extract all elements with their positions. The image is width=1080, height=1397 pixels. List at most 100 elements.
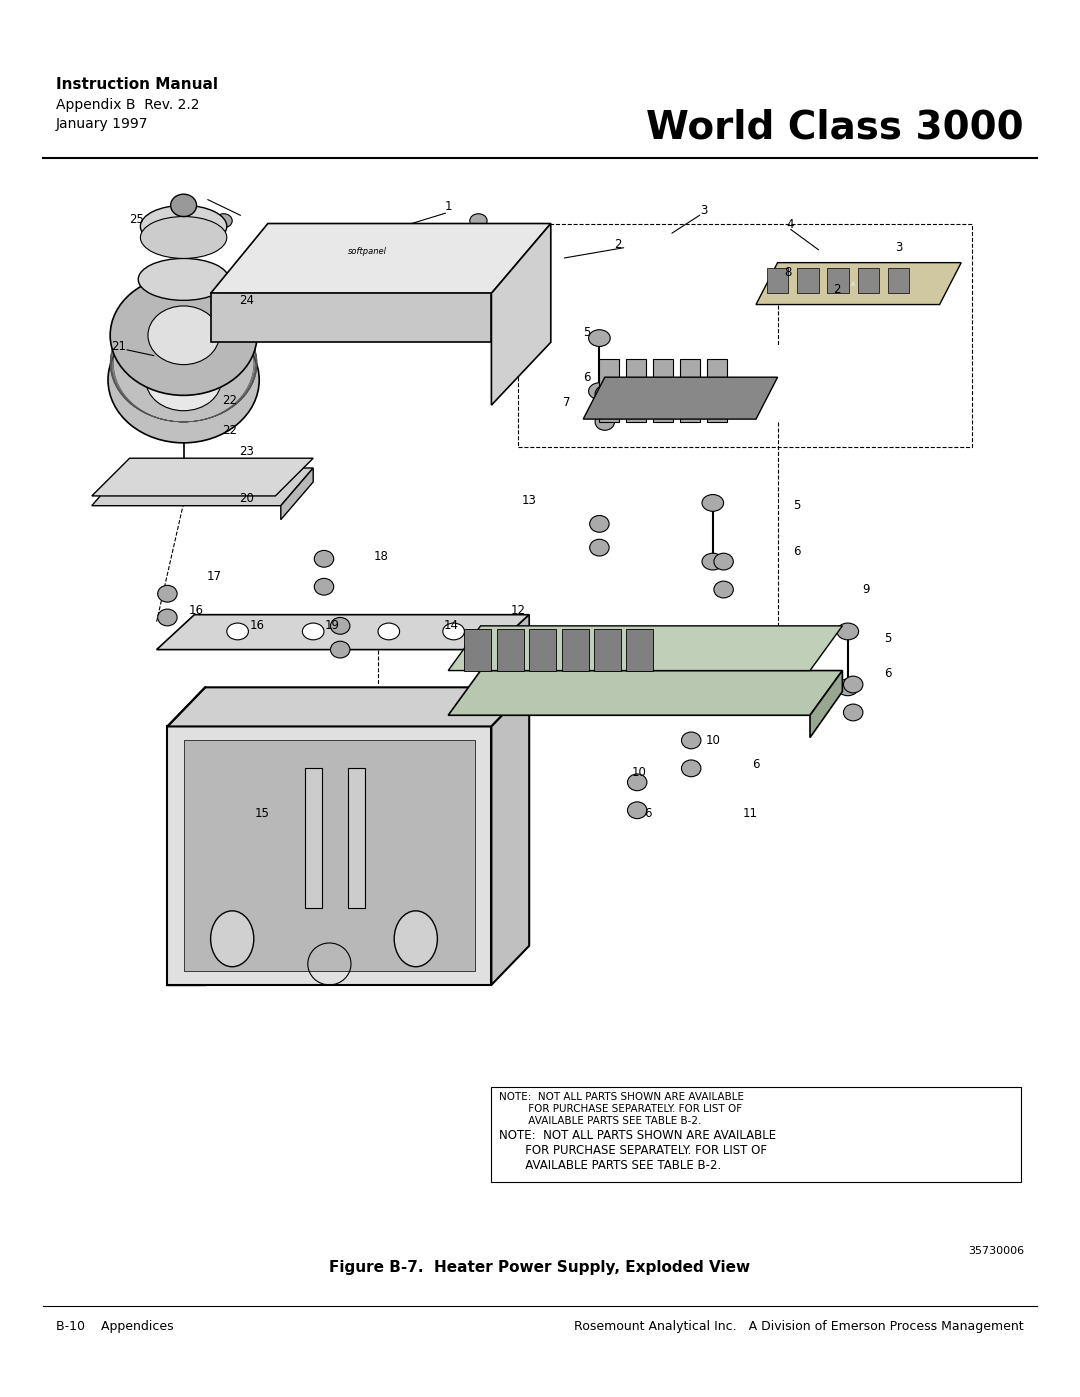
Ellipse shape — [110, 275, 257, 395]
Polygon shape — [756, 263, 961, 305]
Text: World Class 3000: World Class 3000 — [646, 109, 1024, 147]
Ellipse shape — [589, 383, 610, 400]
Text: Rosemount Analytical Inc.   A Division of Emerson Process Management: Rosemount Analytical Inc. A Division of … — [575, 1320, 1024, 1333]
Text: 19: 19 — [325, 619, 340, 633]
Polygon shape — [810, 671, 842, 738]
Ellipse shape — [302, 623, 324, 640]
Text: 25: 25 — [129, 212, 144, 226]
Bar — [562, 629, 589, 671]
Polygon shape — [167, 687, 529, 726]
Ellipse shape — [702, 553, 724, 570]
Ellipse shape — [589, 330, 610, 346]
Text: 12: 12 — [511, 604, 526, 617]
Bar — [858, 268, 879, 293]
Text: 13: 13 — [522, 493, 537, 507]
Ellipse shape — [140, 205, 227, 247]
Text: 6: 6 — [753, 757, 759, 771]
Text: 23: 23 — [239, 444, 254, 458]
Ellipse shape — [714, 581, 733, 598]
Bar — [797, 268, 819, 293]
Ellipse shape — [148, 306, 219, 365]
Text: 16: 16 — [189, 604, 204, 617]
Text: 6: 6 — [794, 545, 800, 559]
Text: softpanel: softpanel — [348, 247, 387, 256]
Text: Appendix B  Rev. 2.2: Appendix B Rev. 2.2 — [56, 98, 200, 112]
Ellipse shape — [627, 802, 647, 819]
Text: 35730006: 35730006 — [968, 1246, 1024, 1256]
Ellipse shape — [681, 760, 701, 777]
Text: 6: 6 — [583, 370, 590, 384]
Text: B-10    Appendices: B-10 Appendices — [56, 1320, 174, 1333]
Bar — [827, 268, 849, 293]
Ellipse shape — [595, 414, 615, 430]
Bar — [626, 359, 646, 422]
Text: 11: 11 — [743, 806, 758, 820]
Ellipse shape — [158, 609, 177, 626]
Ellipse shape — [211, 911, 254, 967]
Ellipse shape — [843, 704, 863, 721]
Ellipse shape — [590, 515, 609, 532]
Ellipse shape — [470, 214, 487, 228]
Bar — [767, 268, 788, 293]
Ellipse shape — [314, 550, 334, 567]
Ellipse shape — [843, 676, 863, 693]
Ellipse shape — [330, 617, 350, 634]
Text: 3: 3 — [895, 240, 902, 254]
Bar — [497, 629, 524, 671]
Text: 6: 6 — [885, 666, 891, 680]
Text: 9: 9 — [863, 583, 869, 597]
Bar — [491, 1087, 1021, 1182]
Text: 18: 18 — [374, 549, 389, 563]
Ellipse shape — [171, 194, 197, 217]
Text: 6: 6 — [645, 806, 651, 820]
Text: Figure B-7.  Heater Power Supply, Exploded View: Figure B-7. Heater Power Supply, Explode… — [329, 1260, 751, 1275]
Text: 5: 5 — [885, 631, 891, 645]
Ellipse shape — [330, 641, 350, 658]
Text: NOTE:  NOT ALL PARTS SHOWN ARE AVAILABLE
         FOR PURCHASE SEPARATELY. FOR L: NOTE: NOT ALL PARTS SHOWN ARE AVAILABLE … — [499, 1092, 744, 1126]
Ellipse shape — [378, 623, 400, 640]
Polygon shape — [583, 377, 778, 419]
Text: 22: 22 — [222, 423, 238, 437]
Ellipse shape — [215, 326, 232, 339]
Text: 10: 10 — [632, 766, 647, 780]
Text: 1: 1 — [445, 200, 451, 214]
Text: 4: 4 — [787, 218, 794, 232]
Ellipse shape — [443, 623, 464, 640]
Text: 16: 16 — [249, 619, 265, 633]
Ellipse shape — [714, 553, 733, 570]
Text: 5: 5 — [583, 326, 590, 339]
Text: 2: 2 — [615, 237, 621, 251]
Ellipse shape — [146, 349, 221, 411]
Ellipse shape — [590, 539, 609, 556]
Polygon shape — [491, 687, 529, 985]
Text: A: A — [851, 282, 855, 288]
Polygon shape — [184, 740, 475, 971]
Text: 8: 8 — [785, 265, 792, 279]
Polygon shape — [281, 468, 313, 520]
Ellipse shape — [314, 578, 334, 595]
Text: 15: 15 — [255, 806, 270, 820]
Bar — [626, 629, 653, 671]
Text: 10: 10 — [705, 733, 720, 747]
Text: 22: 22 — [222, 394, 238, 408]
Polygon shape — [92, 458, 313, 496]
Bar — [529, 629, 556, 671]
Ellipse shape — [837, 623, 859, 640]
Text: 3: 3 — [701, 204, 707, 218]
Polygon shape — [157, 615, 529, 650]
Text: 21: 21 — [111, 339, 126, 353]
Ellipse shape — [837, 679, 859, 696]
Bar — [305, 768, 322, 908]
Ellipse shape — [215, 214, 232, 228]
Ellipse shape — [470, 326, 487, 339]
Bar — [888, 268, 909, 293]
Text: Instruction Manual: Instruction Manual — [56, 77, 218, 92]
Polygon shape — [211, 224, 551, 293]
Text: January 1997: January 1997 — [56, 117, 149, 131]
Polygon shape — [491, 615, 529, 666]
Ellipse shape — [140, 217, 227, 258]
Text: NOTE:  NOT ALL PARTS SHOWN ARE AVAILABLE
       FOR PURCHASE SEPARATELY. FOR LIS: NOTE: NOT ALL PARTS SHOWN ARE AVAILABLE … — [499, 1129, 777, 1172]
Polygon shape — [448, 626, 842, 671]
Ellipse shape — [681, 732, 701, 749]
Text: 7: 7 — [564, 395, 570, 409]
